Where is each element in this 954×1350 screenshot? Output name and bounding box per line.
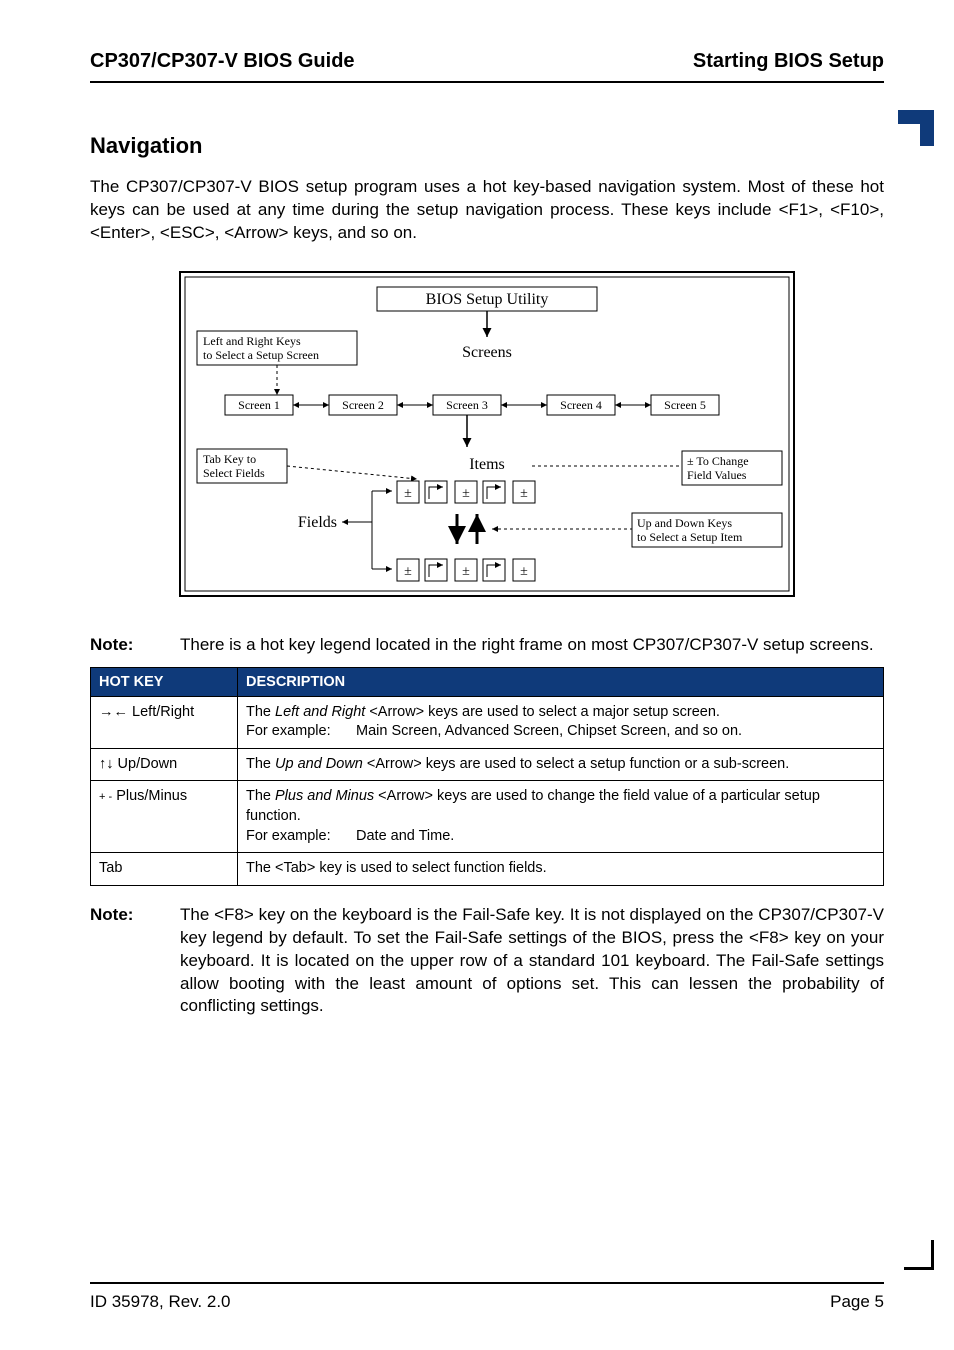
key-name: Left/Right (132, 704, 194, 720)
hotkey-table: HOT KEY DESCRIPTION →← Left/Right The Le… (90, 667, 884, 886)
screens-label: Screens (462, 344, 512, 361)
key-name: Plus/Minus (116, 788, 187, 804)
note-2: Note: The <F8> key on the keyboard is th… (90, 904, 884, 1019)
example-label: For example: (246, 827, 356, 847)
screen-1: Screen 1 (238, 398, 280, 412)
intro-paragraph: The CP307/CP307-V BIOS setup program use… (90, 176, 884, 245)
key-sym: ↑↓ (99, 756, 114, 772)
note-body: The <F8> key on the keyboard is the Fail… (180, 904, 884, 1019)
footer-right: Page 5 (830, 1292, 884, 1312)
key-name: Up/Down (118, 756, 178, 772)
lr-box-l2: to Select a Setup Screen (203, 348, 319, 362)
key-sym: →← (99, 704, 128, 720)
items-label: Items (469, 456, 505, 473)
th-desc: DESCRIPTION (238, 667, 884, 696)
desc-pre: The (246, 788, 275, 804)
th-hotkey: HOT KEY (91, 667, 238, 696)
screen-3: Screen 3 (446, 398, 488, 412)
desc-post: <Arrow> keys are used to select a setup … (363, 756, 789, 772)
fields-label: Fields (298, 514, 337, 531)
svg-text:±: ± (404, 564, 412, 579)
svg-text:±: ± (462, 564, 470, 579)
example-text: Main Screen, Advanced Screen, Chipset Sc… (356, 723, 742, 739)
example-text: Date and Time. (356, 828, 454, 844)
key-sym: + - (99, 791, 112, 803)
bottom-corner-icon (904, 1240, 934, 1270)
desc-pre: The (246, 756, 275, 772)
svg-text:±: ± (520, 564, 528, 579)
desc-em: Plus and Minus (275, 788, 374, 804)
table-row: + - Plus/Minus The Plus and Minus <Arrow… (91, 781, 884, 853)
change-box-l1: ± To Change (687, 454, 749, 468)
note-label: Note: (90, 634, 180, 657)
page-footer: ID 35978, Rev. 2.0 Page 5 (90, 1282, 884, 1312)
desc-em: Up and Down (275, 756, 363, 772)
note-body: There is a hot key legend located in the… (180, 634, 884, 657)
desc-pre: The (246, 704, 275, 720)
page-header: CP307/CP307-V BIOS Guide Starting BIOS S… (90, 50, 884, 73)
corner-logo-icon (898, 110, 934, 146)
desc-pre: The <Tab> key is used to select function… (246, 860, 547, 876)
svg-text:±: ± (462, 486, 470, 501)
desc-post: <Arrow> keys are used to select a major … (365, 704, 720, 720)
diagram-title: BIOS Setup Utility (426, 291, 549, 308)
note-label: Note: (90, 904, 180, 1019)
footer-left: ID 35978, Rev. 2.0 (90, 1292, 231, 1312)
header-left: CP307/CP307-V BIOS Guide (90, 50, 355, 73)
svg-text:±: ± (520, 486, 528, 501)
navigation-diagram: BIOS Setup Utility Screens Left and Righ… (90, 269, 884, 604)
lr-box-l1: Left and Right Keys (203, 334, 301, 348)
table-row: ↑↓ Up/Down The Up and Down <Arrow> keys … (91, 748, 884, 781)
table-row: Tab The <Tab> key is used to select func… (91, 853, 884, 886)
svg-text:±: ± (404, 486, 412, 501)
updown-box-l2: to Select a Setup Item (637, 530, 743, 544)
note-1: Note: There is a hot key legend located … (90, 634, 884, 657)
tab-box-l2: Select Fields (203, 466, 265, 480)
section-heading: Navigation (90, 133, 884, 159)
screen-2: Screen 2 (342, 398, 384, 412)
screen-4: Screen 4 (560, 398, 602, 412)
change-box-l2: Field Values (687, 468, 747, 482)
header-rule (90, 81, 884, 83)
table-row: →← Left/Right The Left and Right <Arrow>… (91, 696, 884, 748)
key-name: Tab (99, 860, 122, 876)
header-right: Starting BIOS Setup (693, 50, 884, 73)
footer-rule (90, 1282, 884, 1284)
example-label: For example: (246, 722, 356, 742)
desc-em: Left and Right (275, 704, 365, 720)
updown-box-l1: Up and Down Keys (637, 516, 732, 530)
tab-box-l1: Tab Key to (203, 452, 256, 466)
screen-5: Screen 5 (664, 398, 706, 412)
